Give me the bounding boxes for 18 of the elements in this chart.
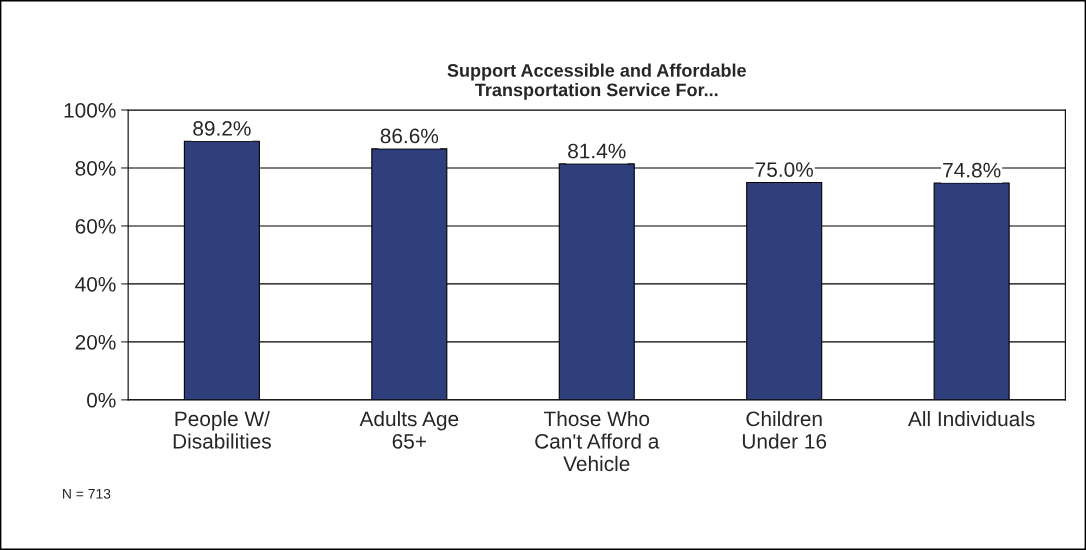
data-label: 74.8% xyxy=(943,162,1001,178)
x-tick-label: All Individuals xyxy=(908,410,1035,427)
x-tick-label: Those Who Can't Afford a Vehicle xyxy=(535,410,660,472)
x-tick-label: People W/ Disabilities xyxy=(173,410,271,449)
data-label: 89.2% xyxy=(193,121,251,136)
x-tick-label: Adults Age 65+ xyxy=(359,410,459,449)
x-tick-label: Children Under 16 xyxy=(742,410,827,449)
chart-title: Support Accessible and Affordable Transportation Service For... xyxy=(447,63,746,100)
data-label: 86.6% xyxy=(380,128,439,144)
text: N = 713 xyxy=(63,488,111,499)
y-tick-label: 100% xyxy=(64,103,116,118)
data-label: 81.4% xyxy=(568,143,626,159)
y-tick-label: 60% xyxy=(75,218,116,234)
y-tick-label: 40% xyxy=(75,276,116,292)
y-tick-label: 20% xyxy=(75,334,116,350)
y-tick-label: 0% xyxy=(87,392,116,408)
data-label: 75.0% xyxy=(755,162,813,177)
y-tick-label: 80% xyxy=(75,160,116,176)
